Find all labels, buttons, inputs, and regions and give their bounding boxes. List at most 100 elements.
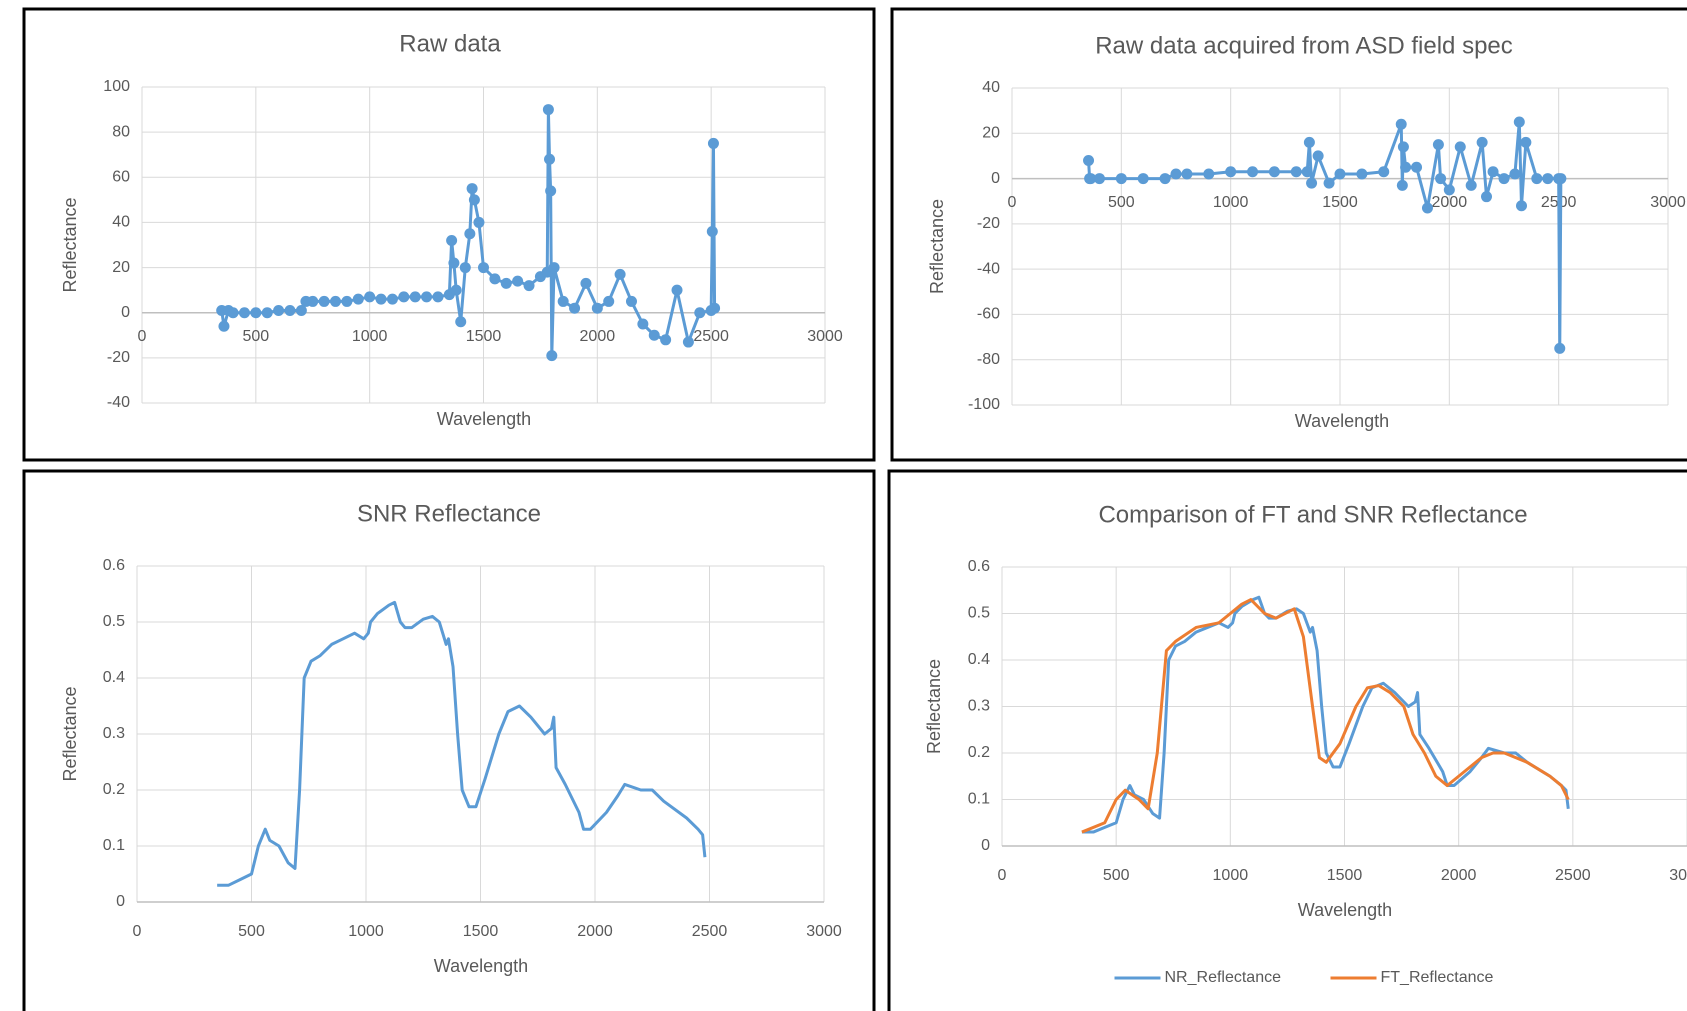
- data-point: [409, 291, 421, 303]
- data-point: [671, 284, 683, 296]
- data-point: [330, 295, 342, 307]
- data-point: [468, 194, 480, 206]
- y-tick-label: 0: [121, 304, 130, 321]
- data-point: [1454, 141, 1466, 153]
- data-point: [614, 268, 626, 280]
- y-tick-label: -40: [107, 394, 130, 411]
- y-tick-label: 80: [112, 123, 130, 140]
- data-point: [450, 284, 462, 296]
- data-point: [1268, 166, 1280, 178]
- data-point: [1421, 202, 1433, 214]
- y-tick-label: -40: [977, 260, 1000, 277]
- data-point: [707, 137, 719, 149]
- panel-border: [887, 469, 1687, 1011]
- y-tick-label: 0.1: [968, 791, 990, 808]
- x-tick-label: 1500: [1327, 867, 1363, 884]
- x-tick-label: 2500: [693, 328, 729, 345]
- x-tick-label: 1500: [463, 923, 499, 940]
- x-tick-label: 1500: [466, 328, 502, 345]
- data-point: [580, 277, 592, 289]
- data-point: [1513, 116, 1525, 128]
- data-point: [682, 336, 694, 348]
- data-point: [1542, 173, 1554, 185]
- data-point: [548, 262, 560, 274]
- data-point: [648, 329, 660, 341]
- data-point: [318, 295, 330, 307]
- data-point: [1290, 166, 1302, 178]
- y-tick-label: 0.5: [968, 605, 990, 622]
- panel-border: [22, 7, 876, 462]
- data-point: [398, 291, 410, 303]
- data-point: [1334, 168, 1346, 180]
- y-tick-label: 0.3: [103, 725, 125, 742]
- data-point: [227, 307, 239, 319]
- data-point: [1476, 136, 1488, 148]
- data-point: [1137, 173, 1149, 185]
- x-tick-label: 3000: [1669, 867, 1687, 884]
- data-point: [569, 302, 581, 314]
- y-axis-title: Reflectance: [60, 686, 80, 781]
- x-tick-label: 500: [1103, 867, 1130, 884]
- chart-title: Raw data: [399, 30, 501, 57]
- data-point: [1520, 136, 1532, 148]
- data-point: [1531, 173, 1543, 185]
- x-axis-title: Wavelength: [437, 409, 531, 429]
- data-point: [218, 320, 230, 332]
- data-point: [341, 295, 353, 307]
- y-tick-label: 0: [981, 837, 990, 854]
- data-point: [1312, 150, 1324, 162]
- data-point: [478, 262, 489, 274]
- data-point: [261, 307, 273, 319]
- chart-title: Raw data acquired from ASD field spec: [1095, 32, 1513, 59]
- data-point: [295, 304, 307, 316]
- y-tick-label: -80: [977, 351, 1000, 368]
- x-axis-title: Wavelength: [1295, 411, 1389, 431]
- data-point: [542, 104, 554, 116]
- x-axis-title: Wavelength: [1298, 900, 1392, 920]
- y-tick-label: 20: [112, 259, 130, 276]
- y-tick-label: 0: [991, 170, 1000, 187]
- y-tick-label: 0.4: [103, 669, 125, 686]
- y-tick-label: 0.2: [968, 744, 990, 761]
- data-point: [1306, 177, 1318, 189]
- y-tick-label: 0.5: [103, 613, 125, 630]
- y-axis-title: Reflectance: [927, 199, 947, 294]
- data-point: [500, 277, 512, 289]
- x-tick-label: 0: [998, 867, 1007, 884]
- x-tick-label: 2000: [580, 328, 616, 345]
- data-point: [706, 225, 718, 237]
- data-point: [1159, 173, 1171, 185]
- data-point: [1181, 168, 1193, 180]
- data-point: [459, 262, 471, 274]
- y-tick-label: 0.3: [968, 698, 990, 715]
- data-point: [512, 275, 524, 287]
- data-line: [1081, 595, 1570, 834]
- data-point: [1509, 168, 1521, 180]
- data-point: [352, 293, 364, 305]
- x-tick-label: 2500: [1555, 867, 1591, 884]
- data-point: [523, 280, 535, 292]
- data-point: [1203, 168, 1215, 180]
- x-axis-title: Wavelength: [434, 956, 528, 976]
- data-point: [284, 304, 296, 316]
- data-point: [1170, 168, 1182, 180]
- y-tick-label: -100: [968, 396, 1000, 413]
- data-point: [386, 293, 398, 305]
- y-tick-label: 0.4: [968, 651, 990, 668]
- data-point: [544, 153, 556, 165]
- y-tick-label: -20: [107, 349, 130, 366]
- y-tick-label: 0.1: [103, 837, 125, 854]
- data-point: [1481, 191, 1493, 203]
- data-point: [1225, 166, 1237, 178]
- data-point: [1435, 173, 1447, 185]
- data-point: [273, 304, 285, 316]
- data-point: [446, 234, 458, 246]
- x-tick-label: 1000: [348, 923, 384, 940]
- y-tick-label: 60: [112, 169, 130, 186]
- data-point: [1378, 166, 1390, 178]
- x-tick-label: 3000: [807, 328, 843, 345]
- x-tick-label: 2500: [692, 923, 728, 940]
- data-point: [250, 307, 262, 319]
